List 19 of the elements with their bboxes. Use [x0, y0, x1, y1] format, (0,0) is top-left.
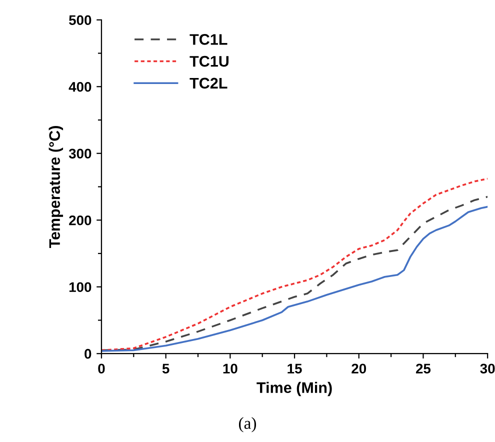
x-tick-label: 20 [352, 364, 366, 374]
x-tick-label: 10 [223, 364, 238, 374]
text: (a) [238, 417, 256, 432]
y-tick-label: 100 [69, 282, 92, 292]
y-tick-label: 500 [69, 15, 92, 26]
y-tick-label: 300 [68, 148, 92, 159]
y-axis-title: Temperature (°C) [48, 126, 64, 248]
y-tick-label: 0 [84, 348, 92, 359]
x-axis-title: Time (Min) [256, 382, 332, 396]
x-tick-label: 25 [416, 364, 431, 374]
legend-label: TC2L [190, 78, 228, 89]
x-tick-label: 0 [98, 364, 105, 374]
x-tick-label: 30 [480, 364, 495, 374]
legend-label: TC1L [190, 34, 228, 45]
y-tick-label: 200 [69, 215, 92, 226]
x-tick-label: 5 [162, 364, 170, 374]
y-tick-label: 400 [68, 82, 92, 92]
legend-label: TC1U [190, 56, 228, 67]
x-tick-label: 15 [288, 364, 302, 374]
